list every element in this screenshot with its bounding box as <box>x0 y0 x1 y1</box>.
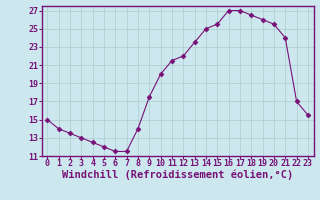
X-axis label: Windchill (Refroidissement éolien,°C): Windchill (Refroidissement éolien,°C) <box>62 170 293 180</box>
